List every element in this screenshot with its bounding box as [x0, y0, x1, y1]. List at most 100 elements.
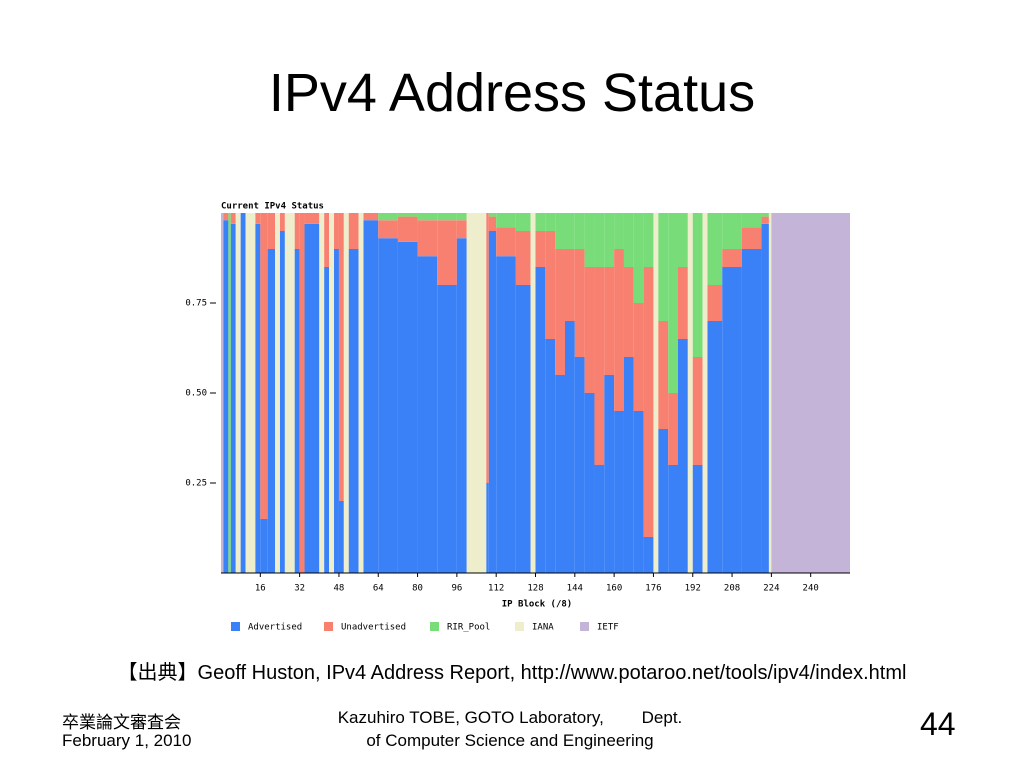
footer-date: February 1, 2010 — [62, 731, 192, 750]
bar-segment — [722, 213, 742, 249]
y-tick-label: 0.50 — [185, 389, 207, 399]
bar-segment — [668, 465, 679, 573]
bar-segment — [584, 267, 595, 393]
bar-segment — [397, 216, 418, 242]
x-axis-label: IP Block (/8) — [502, 600, 572, 610]
bar-segment — [564, 213, 575, 249]
bar-segment — [324, 267, 330, 573]
x-tick-label: 224 — [763, 584, 779, 594]
x-tick-label: 48 — [334, 584, 345, 594]
bar-segment — [678, 339, 688, 573]
bar-segment — [668, 213, 679, 393]
bar-segment — [230, 213, 236, 224]
bar-segment — [687, 213, 693, 573]
bar-segment — [614, 411, 624, 573]
bar-segment — [496, 213, 516, 228]
bar-segment — [329, 213, 335, 573]
bar-segment — [702, 213, 708, 573]
bar-segment — [643, 213, 654, 267]
x-tick-label: 112 — [488, 584, 504, 594]
y-tick-label: 0.25 — [185, 479, 207, 489]
bar-segment — [668, 393, 679, 465]
bar-segment — [304, 213, 320, 224]
bar-segment — [564, 321, 575, 573]
bar-segment — [417, 256, 438, 573]
bar-segment — [279, 231, 285, 573]
footer-dept: of Computer Science and Engineering — [366, 731, 654, 750]
bar-segment — [324, 213, 330, 267]
bar-segment — [294, 213, 300, 249]
bar-segment — [594, 465, 605, 573]
bar-segment — [545, 213, 556, 231]
bar-segment — [707, 321, 723, 573]
bar-segment — [643, 537, 654, 573]
bar-segment — [279, 213, 285, 231]
bar-segment — [707, 285, 723, 321]
bar-segment — [437, 220, 457, 285]
bar-segment — [378, 238, 398, 573]
legend-swatch — [430, 622, 439, 631]
bar-segment — [348, 213, 359, 249]
legend-swatch — [324, 622, 333, 631]
y-tick-label: 0.75 — [185, 299, 207, 309]
x-tick-label: 80 — [412, 584, 423, 594]
bar-segment — [397, 213, 418, 217]
bar-segment — [456, 238, 467, 573]
bar-segment — [456, 213, 467, 221]
bar-segment — [555, 213, 565, 249]
bar-segment — [614, 249, 624, 411]
bar-segment — [245, 213, 256, 573]
bar-segment — [633, 411, 644, 573]
bar-segment — [761, 216, 769, 224]
bar-segment — [604, 375, 615, 573]
bar-segment — [722, 267, 742, 573]
bar-segment — [294, 249, 300, 573]
x-tick-label: 32 — [294, 584, 305, 594]
bar-segment — [437, 285, 457, 573]
bar-segment — [397, 241, 418, 574]
bar-segment — [768, 213, 772, 573]
bar-segment — [488, 216, 497, 231]
x-tick-label: 144 — [567, 584, 583, 594]
bar-segment — [437, 213, 457, 221]
bar-segment — [535, 213, 546, 231]
footer-event: 卒業論文審査会 — [62, 713, 181, 732]
bar-segment — [466, 213, 487, 573]
bar-segment — [594, 213, 605, 267]
bar-segment — [584, 393, 595, 573]
bar-segment — [358, 213, 364, 573]
bar-segment — [623, 213, 634, 267]
bar-segment — [343, 213, 349, 573]
bar-segment — [574, 357, 585, 573]
x-tick-label: 64 — [373, 584, 384, 594]
bar-segment — [456, 220, 467, 239]
legend-swatch — [515, 622, 524, 631]
bar-segment — [488, 231, 497, 573]
bar-segment — [692, 357, 703, 465]
bar-segment — [658, 321, 669, 429]
bar-segment — [545, 339, 556, 573]
bar-segment — [496, 256, 516, 573]
bar-segment — [223, 220, 229, 573]
bar-segment — [741, 213, 762, 228]
legend-label: IANA — [532, 623, 554, 633]
bar-segment — [761, 223, 769, 574]
bar-segment — [260, 213, 268, 519]
bar-segment — [574, 249, 585, 357]
bar-segment — [658, 429, 669, 573]
bar-segment — [515, 231, 531, 285]
x-tick-label: 176 — [645, 584, 661, 594]
bar-segment — [378, 220, 398, 239]
slide-title: IPv4 Address Status — [268, 63, 756, 123]
x-tick-label: 192 — [685, 584, 701, 594]
bar-segment — [378, 213, 398, 221]
bar-segment — [653, 213, 659, 573]
bar-segment — [574, 213, 585, 249]
bar-segment — [338, 501, 344, 573]
bar-segment — [363, 220, 379, 573]
bar-segment — [530, 213, 536, 573]
bar-segment — [604, 267, 615, 375]
bar-segment — [604, 213, 615, 267]
